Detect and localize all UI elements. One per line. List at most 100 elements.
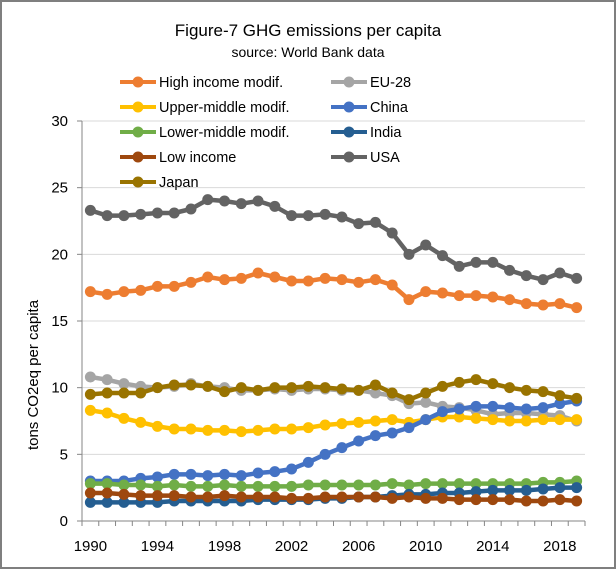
legend: High income modif. Upper-middle modif. Low… bbox=[120, 75, 411, 191]
x-tick-label: 2006 bbox=[342, 538, 375, 555]
data-point bbox=[537, 299, 549, 311]
data-point bbox=[520, 495, 532, 507]
legend-label: EU-28 bbox=[370, 75, 411, 91]
data-point bbox=[319, 208, 331, 220]
data-point bbox=[235, 382, 247, 394]
legend-item[interactable]: Japan bbox=[120, 175, 199, 191]
data-point bbox=[202, 271, 214, 283]
x-tick-label: 2002 bbox=[275, 538, 308, 555]
data-point bbox=[252, 424, 264, 436]
legend-item[interactable]: Lower-middle modif. bbox=[120, 125, 290, 141]
data-point bbox=[202, 491, 214, 503]
data-point bbox=[571, 302, 583, 314]
data-point bbox=[235, 470, 247, 482]
data-point bbox=[168, 479, 180, 491]
legend-item[interactable]: Upper-middle modif. bbox=[120, 100, 290, 116]
series-line bbox=[90, 270, 578, 310]
data-point bbox=[520, 298, 532, 310]
legend-item[interactable]: USA bbox=[331, 150, 400, 166]
data-point bbox=[118, 210, 130, 222]
data-point bbox=[353, 479, 365, 491]
x-tick-label: 1994 bbox=[141, 538, 174, 555]
data-point bbox=[219, 195, 231, 207]
legend-label: China bbox=[370, 100, 409, 116]
data-point bbox=[403, 422, 415, 434]
legend-label: Lower-middle modif. bbox=[159, 125, 290, 141]
data-point bbox=[319, 419, 331, 431]
data-point bbox=[202, 470, 214, 482]
data-point bbox=[470, 486, 482, 498]
legend-marker-icon bbox=[343, 76, 355, 88]
data-point bbox=[504, 484, 516, 496]
data-point bbox=[436, 380, 448, 392]
legend-marker-icon bbox=[343, 101, 355, 113]
data-point bbox=[504, 402, 516, 414]
legend-marker-icon bbox=[132, 101, 144, 113]
data-point bbox=[353, 416, 365, 428]
data-point bbox=[302, 479, 314, 491]
data-point bbox=[252, 195, 264, 207]
data-point bbox=[436, 492, 448, 504]
data-point bbox=[336, 211, 348, 223]
data-point bbox=[151, 382, 163, 394]
series-group bbox=[84, 194, 583, 508]
data-point bbox=[436, 287, 448, 299]
data-point bbox=[101, 407, 113, 419]
legend-label: India bbox=[370, 125, 402, 141]
legend-item[interactable]: China bbox=[331, 100, 409, 116]
legend-item[interactable]: Low income bbox=[120, 150, 236, 166]
data-point bbox=[487, 414, 499, 426]
data-point bbox=[84, 286, 96, 298]
data-point bbox=[202, 194, 214, 206]
data-point bbox=[118, 412, 130, 424]
legend-item[interactable]: High income modif. bbox=[120, 75, 283, 91]
data-point bbox=[269, 382, 281, 394]
data-point bbox=[135, 284, 147, 296]
data-point bbox=[520, 484, 532, 496]
data-point bbox=[302, 380, 314, 392]
data-point bbox=[168, 423, 180, 435]
data-point bbox=[319, 272, 331, 284]
data-point bbox=[84, 487, 96, 499]
data-point bbox=[101, 288, 113, 300]
legend-item[interactable]: India bbox=[331, 125, 402, 141]
data-point bbox=[470, 494, 482, 506]
data-point bbox=[369, 430, 381, 442]
data-point bbox=[168, 490, 180, 502]
series-line bbox=[90, 478, 577, 489]
data-point bbox=[185, 276, 197, 288]
series-high-income-modif bbox=[84, 267, 583, 314]
data-point bbox=[269, 423, 281, 435]
data-point bbox=[554, 414, 566, 426]
data-point bbox=[453, 376, 465, 388]
axes bbox=[77, 120, 586, 526]
data-point bbox=[135, 479, 147, 491]
data-point bbox=[269, 200, 281, 212]
data-point bbox=[403, 491, 415, 503]
data-point bbox=[403, 248, 415, 260]
x-tick-label: 1998 bbox=[208, 538, 241, 555]
data-point bbox=[168, 468, 180, 480]
legend-label: Upper-middle modif. bbox=[159, 100, 290, 116]
data-point bbox=[151, 207, 163, 219]
data-point bbox=[302, 492, 314, 504]
y-tick-label: 5 bbox=[60, 446, 68, 463]
chart-subtitle: source: World Bank data bbox=[231, 44, 384, 60]
data-point bbox=[504, 415, 516, 427]
data-point bbox=[252, 467, 264, 479]
legend-item[interactable]: EU-28 bbox=[331, 75, 411, 91]
data-point bbox=[386, 427, 398, 439]
legend-label: High income modif. bbox=[159, 75, 283, 91]
data-point bbox=[537, 414, 549, 426]
data-point bbox=[118, 479, 130, 491]
data-point bbox=[369, 274, 381, 286]
data-point bbox=[487, 291, 499, 303]
data-point bbox=[101, 487, 113, 499]
data-point bbox=[336, 442, 348, 454]
data-point bbox=[520, 270, 532, 282]
data-point bbox=[487, 378, 499, 390]
data-point bbox=[453, 290, 465, 302]
legend-marker-icon bbox=[132, 151, 144, 163]
data-point bbox=[235, 272, 247, 284]
